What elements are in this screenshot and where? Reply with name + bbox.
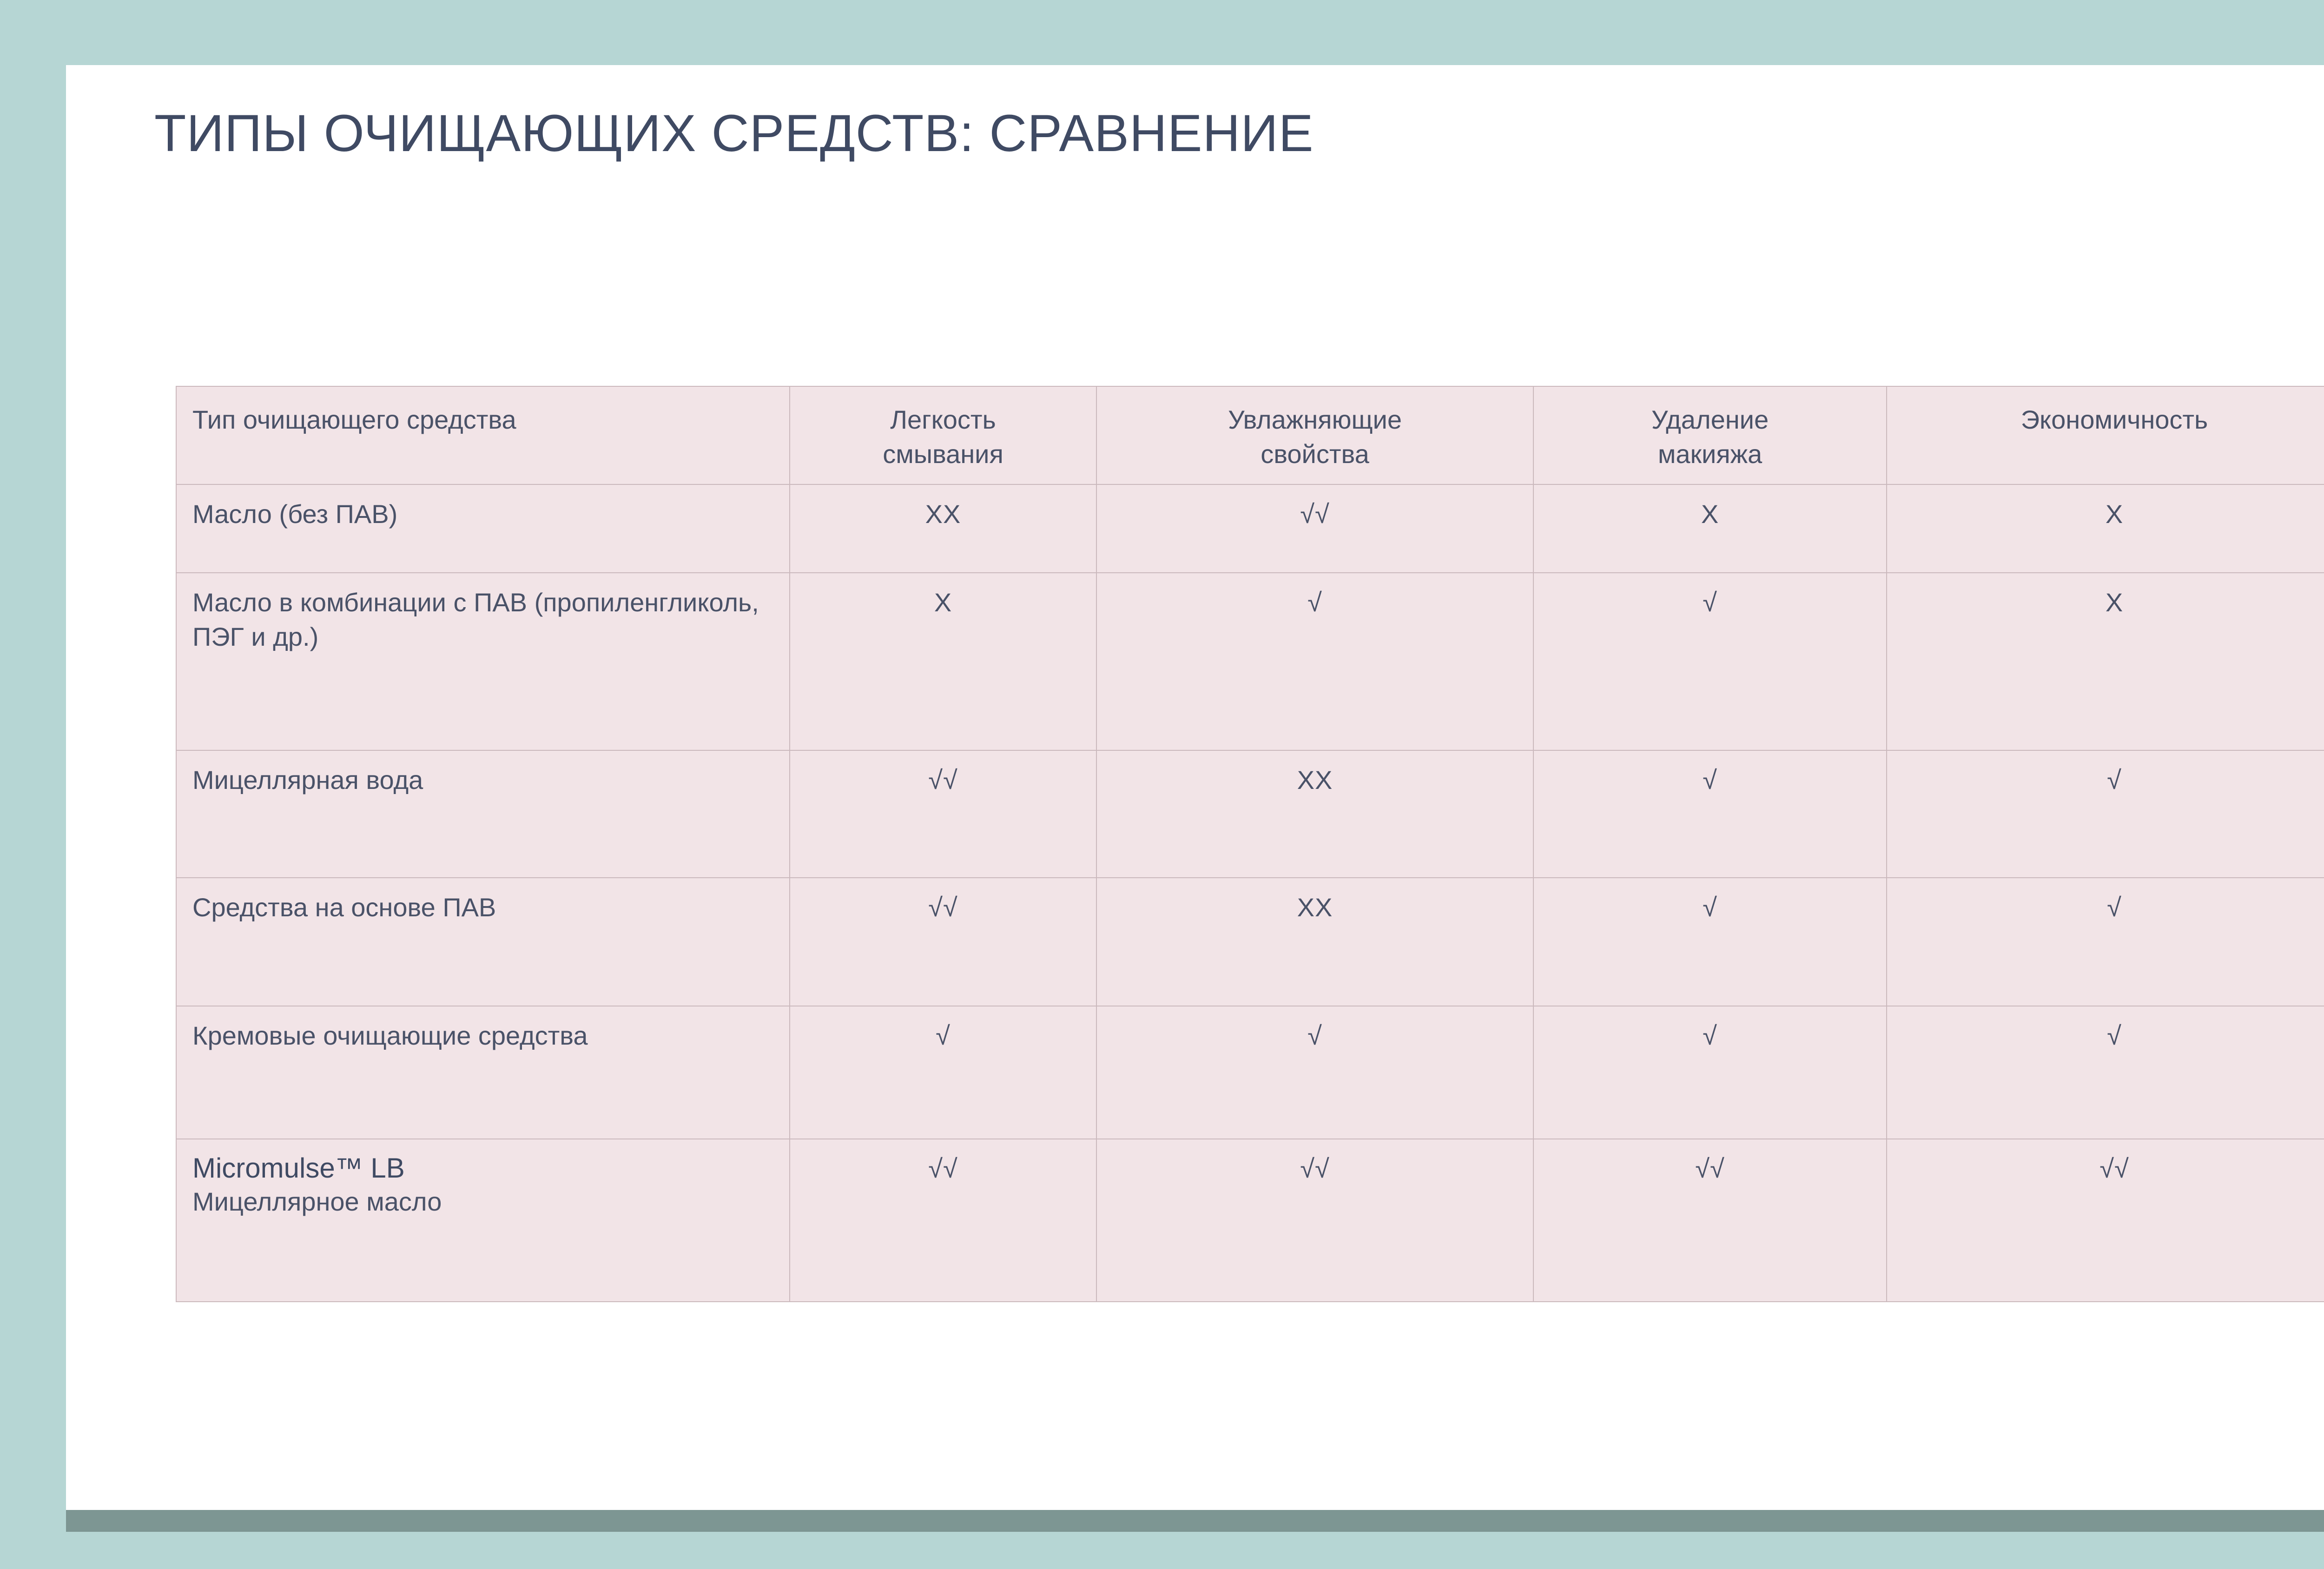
row-label: Масло (без ПАВ) — [176, 483, 790, 573]
table-row: Кремовые очищающие средства √ √ √ √ XX — [176, 1005, 2324, 1139]
cell-moisturizing: √ — [1096, 572, 1534, 751]
comparison-table: Тип очищающего средства Легкость смывани… — [176, 386, 2324, 1302]
cell-rinse: √√ — [789, 1138, 1097, 1302]
cell-economy: √√ — [1886, 1138, 2324, 1302]
row-label-brand: Micromulse™ LB Мицеллярное масло — [176, 1138, 790, 1302]
table-header-cell-economy: Экономичность — [1886, 386, 2324, 485]
cell-moisturizing: √√ — [1096, 1138, 1534, 1302]
row-label: Средства на основе ПАВ — [176, 877, 790, 1006]
slide-bottom-accent-bar — [66, 1510, 2324, 1532]
row-label: Кремовые очищающие средства — [176, 1005, 790, 1139]
page-title: ТИПЫ ОЧИЩАЮЩИХ СРЕДСТВ: СРАВНЕНИЕ — [154, 104, 1314, 162]
cell-economy: √ — [1886, 1005, 2324, 1139]
header-line1: Тип очищающего средства — [192, 405, 516, 434]
table-header-row: Тип очищающего средства Легкость смывани… — [176, 386, 2324, 485]
table-header-cell-makeup-removal: Удаление макияжа — [1533, 386, 1887, 485]
brand-subtitle: Мицеллярное масло — [192, 1186, 442, 1216]
header-line1: Увлажняющие — [1228, 405, 1402, 434]
cell-makeup-removal: √ — [1533, 749, 1887, 878]
row-label: Мицеллярная вода — [176, 749, 790, 878]
header-line2: смывания — [883, 439, 1004, 469]
header-line1: Легкость — [890, 405, 996, 434]
table-header-cell-rinse: Легкость смывания — [789, 386, 1097, 485]
cell-rinse: √√ — [789, 749, 1097, 878]
table-header-cell-type: Тип очищающего средства — [176, 386, 790, 485]
row-label: Масло в комбинации с ПАВ (пропиленгликол… — [176, 572, 790, 751]
cell-makeup-removal: √ — [1533, 1005, 1887, 1139]
cell-moisturizing: √ — [1096, 1005, 1534, 1139]
table-row: Масло в комбинации с ПАВ (пропиленгликол… — [176, 572, 2324, 751]
cell-moisturizing: √√ — [1096, 483, 1534, 573]
header-line1: Экономичность — [2020, 405, 2208, 434]
cell-economy: √ — [1886, 877, 2324, 1006]
cell-makeup-removal: √ — [1533, 877, 1887, 1006]
brand-name: Micromulse™ LB — [192, 1152, 405, 1184]
cell-makeup-removal: √ — [1533, 572, 1887, 751]
cell-economy: X — [1886, 483, 2324, 573]
header-line2: макияжа — [1657, 439, 1763, 469]
cell-moisturizing: XX — [1096, 749, 1534, 878]
cell-rinse: XX — [789, 483, 1097, 573]
table-row: Средства на основе ПАВ √√ XX √ √ √ — [176, 877, 2324, 1006]
table-row-highlight: Micromulse™ LB Мицеллярное масло √√ √√ √… — [176, 1138, 2324, 1302]
slide-canvas: ТИПЫ ОЧИЩАЮЩИХ СРЕДСТВ: СРАВНЕНИЕ Тип оч… — [66, 65, 2324, 1532]
header-line1: Удаление — [1651, 405, 1769, 434]
cell-makeup-removal: √√ — [1533, 1138, 1887, 1302]
cell-rinse: √ — [789, 1005, 1097, 1139]
cell-moisturizing: XX — [1096, 877, 1534, 1006]
table-row: Масло (без ПАВ) XX √√ X X √ — [176, 483, 2324, 573]
table-row: Мицеллярная вода √√ XX √ √ √ — [176, 749, 2324, 878]
cell-economy: √ — [1886, 749, 2324, 878]
cell-makeup-removal: X — [1533, 483, 1887, 573]
header-line2: свойства — [1261, 439, 1369, 469]
cell-economy: X — [1886, 572, 2324, 751]
comparison-table-container: Тип очищающего средства Легкость смывани… — [176, 386, 2324, 1302]
table-header-cell-moisturizing: Увлажняющие свойства — [1096, 386, 1534, 485]
cell-rinse: X — [789, 572, 1097, 751]
cell-rinse: √√ — [789, 877, 1097, 1006]
